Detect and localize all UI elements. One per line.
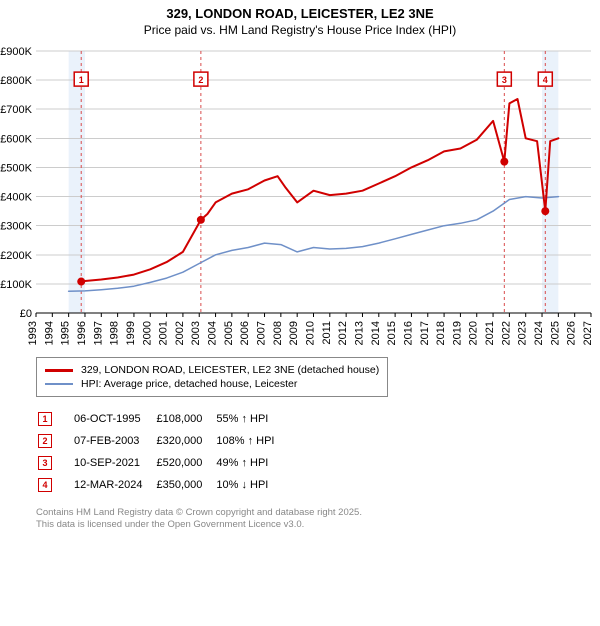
svg-text:4: 4 bbox=[543, 75, 548, 85]
svg-text:£600K: £600K bbox=[0, 133, 32, 145]
sale-delta: 49% ↑ HPI bbox=[216, 453, 286, 473]
legend-item: HPI: Average price, detached house, Leic… bbox=[45, 378, 379, 390]
svg-text:2010: 2010 bbox=[305, 321, 317, 345]
svg-text:2021: 2021 bbox=[484, 321, 496, 345]
sale-delta: 10% ↓ HPI bbox=[216, 475, 286, 495]
sale-price: £350,000 bbox=[156, 475, 214, 495]
svg-text:1993: 1993 bbox=[27, 321, 39, 345]
svg-text:2: 2 bbox=[198, 75, 203, 85]
svg-text:2023: 2023 bbox=[517, 321, 529, 345]
svg-text:£100K: £100K bbox=[0, 279, 32, 291]
svg-text:1994: 1994 bbox=[43, 321, 55, 345]
svg-text:2007: 2007 bbox=[256, 321, 268, 345]
svg-text:2000: 2000 bbox=[141, 321, 153, 345]
svg-text:1999: 1999 bbox=[125, 321, 137, 345]
svg-text:£300K: £300K bbox=[0, 221, 32, 233]
svg-text:2018: 2018 bbox=[435, 321, 447, 345]
svg-text:2016: 2016 bbox=[402, 321, 414, 345]
legend-box: 329, LONDON ROAD, LEICESTER, LE2 3NE (de… bbox=[36, 357, 388, 397]
table-row: 2 07-FEB-2003£320,000108% ↑ HPI bbox=[38, 431, 286, 451]
svg-text:£400K: £400K bbox=[0, 192, 32, 204]
svg-text:2014: 2014 bbox=[370, 321, 382, 345]
sale-date: 12-MAR-2024 bbox=[74, 475, 154, 495]
price-chart: £0 £100K £200K £300K £400K £500K £600K £700K £80… bbox=[0, 41, 600, 351]
svg-text:2026: 2026 bbox=[566, 321, 578, 345]
sale-marker-badge: 2 bbox=[38, 434, 52, 448]
svg-text:2019: 2019 bbox=[451, 321, 463, 345]
svg-text:2017: 2017 bbox=[419, 321, 431, 345]
svg-text:£900K: £900K bbox=[0, 46, 32, 58]
svg-text:£0: £0 bbox=[20, 308, 32, 320]
table-row: 3 10-SEP-2021£520,00049% ↑ HPI bbox=[38, 453, 286, 473]
svg-text:2001: 2001 bbox=[158, 321, 170, 345]
svg-text:2025: 2025 bbox=[549, 321, 561, 345]
svg-text:2004: 2004 bbox=[207, 321, 219, 345]
svg-text:2022: 2022 bbox=[500, 321, 512, 345]
sale-price: £520,000 bbox=[156, 453, 214, 473]
footnote: Contains HM Land Registry data © Crown c… bbox=[36, 507, 600, 532]
sale-price: £108,000 bbox=[156, 409, 214, 429]
svg-text:1: 1 bbox=[79, 75, 84, 85]
svg-text:£200K: £200K bbox=[0, 250, 32, 262]
svg-text:2003: 2003 bbox=[190, 321, 202, 345]
sale-delta: 108% ↑ HPI bbox=[216, 431, 286, 451]
legend-label: HPI: Average price, detached house, Leic… bbox=[81, 378, 297, 390]
svg-text:2011: 2011 bbox=[321, 321, 333, 345]
sales-table: 1 06-OCT-1995£108,00055% ↑ HPI 2 07-FEB-200… bbox=[36, 407, 288, 497]
page-subtitle: Price paid vs. HM Land Registry's House … bbox=[0, 23, 600, 37]
footnote-line2: This data is licensed under the Open Gov… bbox=[36, 519, 304, 530]
sale-date: 10-SEP-2021 bbox=[74, 453, 154, 473]
svg-text:1995: 1995 bbox=[60, 321, 72, 345]
svg-text:1997: 1997 bbox=[92, 321, 104, 345]
sale-price: £320,000 bbox=[156, 431, 214, 451]
sale-marker-badge: 4 bbox=[38, 478, 52, 492]
svg-text:2008: 2008 bbox=[272, 321, 284, 345]
svg-text:2013: 2013 bbox=[353, 321, 365, 345]
legend-swatch bbox=[45, 369, 73, 372]
svg-text:2006: 2006 bbox=[239, 321, 251, 345]
sale-date: 07-FEB-2003 bbox=[74, 431, 154, 451]
svg-text:£700K: £700K bbox=[0, 104, 32, 116]
sale-delta: 55% ↑ HPI bbox=[216, 409, 286, 429]
svg-text:2024: 2024 bbox=[533, 321, 545, 345]
svg-text:2002: 2002 bbox=[174, 321, 186, 345]
table-row: 4 12-MAR-2024£350,00010% ↓ HPI bbox=[38, 475, 286, 495]
svg-text:2005: 2005 bbox=[223, 321, 235, 345]
legend-label: 329, LONDON ROAD, LEICESTER, LE2 3NE (de… bbox=[81, 364, 379, 376]
legend-swatch bbox=[45, 383, 73, 385]
legend-item: 329, LONDON ROAD, LEICESTER, LE2 3NE (de… bbox=[45, 364, 379, 376]
svg-text:1996: 1996 bbox=[76, 321, 88, 345]
sale-date: 06-OCT-1995 bbox=[74, 409, 154, 429]
svg-text:1998: 1998 bbox=[109, 321, 121, 345]
footnote-line1: Contains HM Land Registry data © Crown c… bbox=[36, 507, 362, 518]
table-row: 1 06-OCT-1995£108,00055% ↑ HPI bbox=[38, 409, 286, 429]
svg-text:2015: 2015 bbox=[386, 321, 398, 345]
svg-text:2012: 2012 bbox=[337, 321, 349, 345]
svg-text:2009: 2009 bbox=[288, 321, 300, 345]
svg-text:£800K: £800K bbox=[0, 75, 32, 87]
page-title: 329, LONDON ROAD, LEICESTER, LE2 3NE bbox=[0, 6, 600, 21]
svg-text:2027: 2027 bbox=[582, 321, 594, 345]
svg-text:£500K: £500K bbox=[0, 162, 32, 174]
sale-marker-badge: 3 bbox=[38, 456, 52, 470]
svg-text:2020: 2020 bbox=[468, 321, 480, 345]
sale-marker-badge: 1 bbox=[38, 412, 52, 426]
svg-text:3: 3 bbox=[502, 75, 507, 85]
